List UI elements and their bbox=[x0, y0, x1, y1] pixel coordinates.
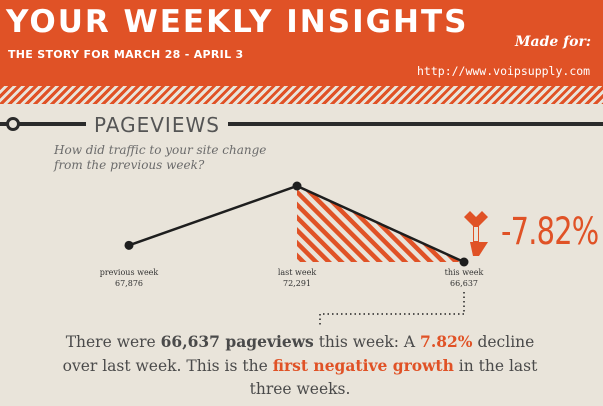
value-label: 66,637 bbox=[450, 279, 478, 288]
x-tick-label: last week bbox=[278, 268, 317, 277]
value-label: 67,876 bbox=[115, 279, 143, 288]
data-point-this-week bbox=[459, 257, 469, 267]
section-rule bbox=[0, 122, 603, 126]
down-arrow-icon bbox=[464, 211, 488, 256]
page-title: YOUR WEEKLY INSIGHTS bbox=[6, 4, 469, 40]
section-header: PAGEVIEWS bbox=[86, 110, 228, 140]
header-banner: YOUR WEEKLY INSIGHTS THE STORY FOR MARCH… bbox=[0, 0, 603, 86]
change-percent-label: -7.82% bbox=[501, 210, 599, 253]
x-tick-label: previous week bbox=[100, 268, 159, 277]
x-tick-label: this week bbox=[445, 268, 484, 277]
section-question: How did traffic to your site change from… bbox=[54, 143, 267, 172]
striped-divider bbox=[0, 86, 603, 104]
dotted-connector bbox=[319, 292, 465, 326]
client-url-link[interactable]: http://www.voipsupply.com bbox=[417, 64, 591, 78]
value-label: 72,291 bbox=[283, 279, 311, 288]
data-point-last-week bbox=[292, 181, 302, 191]
date-range-subtitle: THE STORY FOR MARCH 28 - APRIL 3 bbox=[8, 48, 244, 61]
made-for-label: Made for: bbox=[515, 34, 592, 50]
section-title: PAGEVIEWS bbox=[94, 113, 220, 137]
rule-end-dot-icon bbox=[6, 117, 20, 131]
summary-text: There were 66,637 pageviews this week: A… bbox=[62, 332, 538, 398]
data-point-previous-week bbox=[124, 240, 134, 250]
